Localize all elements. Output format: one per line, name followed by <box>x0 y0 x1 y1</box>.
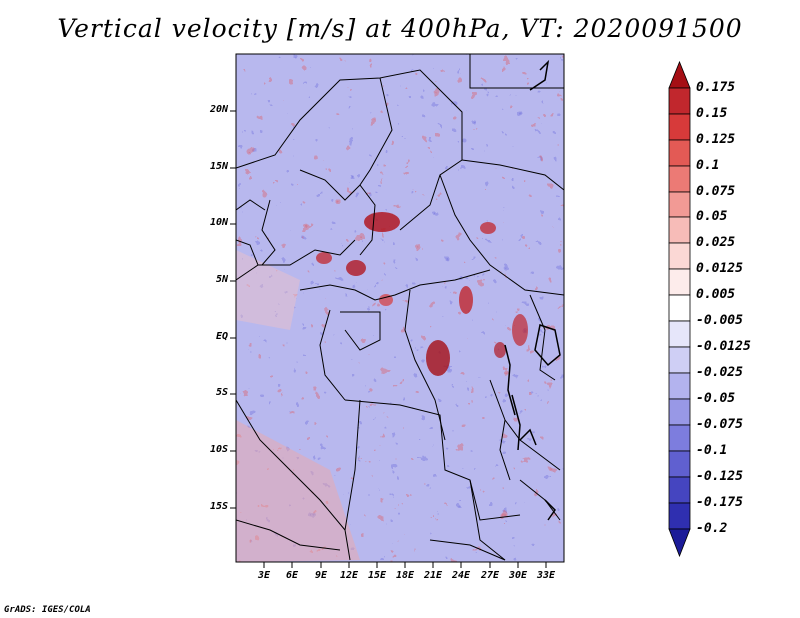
lon-label: 9E <box>314 570 328 581</box>
colorbar-bin <box>668 191 691 218</box>
colorbar-label: 0.1 <box>696 158 720 173</box>
convective-hotspots <box>316 212 528 376</box>
lon-label: 15E <box>367 570 387 581</box>
axis-ticks <box>230 110 547 568</box>
lat-label: 15N <box>209 161 228 172</box>
lon-label: 3E <box>257 570 271 581</box>
lat-label: 15S <box>209 501 228 512</box>
lon-label: 33E <box>536 570 556 581</box>
colorbar-bin <box>668 476 691 504</box>
colorbar-bin <box>668 450 691 478</box>
colorbar <box>668 60 691 558</box>
colorbar-label: 0.0125 <box>696 261 743 276</box>
colorbar-bin <box>668 372 691 400</box>
lat-label: 20N <box>209 104 228 115</box>
grads-credit: GrADS: IGES/COLA <box>4 605 91 615</box>
colorbar-label: -0.175 <box>696 495 743 510</box>
lat-label: EQ <box>215 331 228 342</box>
colorbar-label: 0.125 <box>696 132 736 147</box>
map-title: Vertical velocity [m/s] at 400hPa, VT: 2… <box>57 14 743 43</box>
colorbar-upper-arrow <box>668 60 691 89</box>
lon-label: 21E <box>423 570 443 581</box>
colorbar-label: 0.005 <box>696 287 736 302</box>
colorbar-label: -0.2 <box>696 521 728 536</box>
colorbar-lower-arrow <box>668 528 691 558</box>
colorbar-label: -0.0125 <box>696 339 751 354</box>
colorbar-label: -0.1 <box>696 443 728 458</box>
lon-label: 18E <box>395 570 415 581</box>
colorbar-bin <box>668 346 691 374</box>
colorbar-bin <box>668 398 691 426</box>
colorbar-label: -0.025 <box>696 365 743 380</box>
colorbar-label: 0.15 <box>696 106 728 121</box>
colorbar-bin <box>668 165 691 193</box>
colorbar-bin <box>668 268 691 296</box>
colorbar-bin <box>668 424 691 452</box>
colorbar-label: -0.05 <box>696 391 736 406</box>
colorbar-bin <box>668 113 691 141</box>
lakes-and-coastlines <box>504 59 561 521</box>
colorbar-bin <box>668 294 691 322</box>
colorbar-bin <box>668 216 691 244</box>
country-borders <box>236 54 564 561</box>
colorbar-bin <box>668 242 691 270</box>
lon-label: 12E <box>339 570 359 581</box>
map-frame <box>235 53 565 563</box>
lat-label: 10S <box>209 444 228 455</box>
lat-label: 10N <box>209 217 228 228</box>
lon-label: 30E <box>508 570 528 581</box>
lon-label: 27E <box>480 570 500 581</box>
colorbar-bin <box>668 139 691 167</box>
lon-label: 24E <box>451 570 471 581</box>
lat-label: 5N <box>215 274 228 285</box>
colorbar-bin <box>668 502 691 530</box>
colorbar-label: -0.075 <box>696 417 743 432</box>
colorbar-label: -0.005 <box>696 313 743 328</box>
lat-label: 5S <box>215 387 228 398</box>
colorbar-label: 0.025 <box>696 235 736 250</box>
colorbar-label: -0.125 <box>696 469 743 484</box>
colorbar-label: 0.175 <box>696 80 736 95</box>
lon-label: 6E <box>285 570 299 581</box>
colorbar-label: 0.05 <box>696 209 728 224</box>
colorbar-bin <box>668 320 691 348</box>
vertical-velocity-field <box>236 54 564 562</box>
colorbar-bin <box>668 87 691 115</box>
colorbar-label: 0.075 <box>696 184 736 199</box>
